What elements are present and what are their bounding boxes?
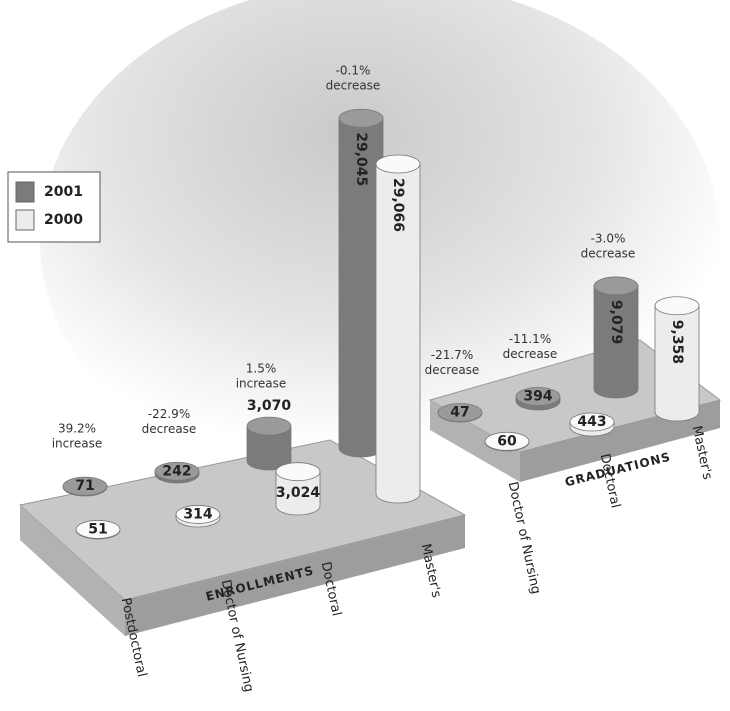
value-label: 443 [577, 414, 606, 430]
cylinder-top [276, 463, 320, 481]
cylinder-top [655, 297, 699, 315]
value-label: 60 [497, 433, 517, 449]
legend-swatch [16, 182, 34, 202]
category-label: Doctor of Nursing [505, 480, 543, 595]
change-percent: 1.5% [246, 362, 277, 376]
cylinder-top [594, 277, 638, 295]
change-direction: decrease [503, 347, 558, 361]
change-percent: -0.1% [336, 64, 371, 78]
cylinder-top [376, 155, 420, 173]
change-direction: decrease [425, 363, 480, 377]
value-label: 51 [88, 521, 107, 537]
change-direction: increase [236, 377, 287, 391]
cylinder-top [247, 417, 291, 435]
value-label: 3,070 [247, 398, 292, 414]
legend-swatch [16, 210, 34, 230]
change-percent: -11.1% [509, 332, 551, 346]
change-direction: decrease [142, 422, 197, 436]
value-label: 29,045 [353, 132, 369, 186]
legend-label: 2001 [44, 184, 83, 200]
change-percent: -21.7% [431, 348, 473, 362]
change-percent: -22.9% [148, 407, 190, 421]
change-direction: decrease [581, 246, 636, 260]
value-label: 29,066 [390, 178, 406, 232]
value-label: 9,358 [669, 320, 685, 364]
chart: ENROLLMENTS GRADUATIONS 20012000712423,0… [0, 0, 730, 711]
value-label: 314 [183, 506, 212, 522]
value-label: 47 [450, 404, 469, 420]
value-label: 3,024 [276, 485, 321, 501]
legend-label: 2000 [44, 212, 83, 228]
change-direction: decrease [326, 79, 381, 93]
value-label: 9,079 [608, 300, 624, 344]
change-direction: increase [52, 437, 103, 451]
value-label: 71 [75, 478, 94, 494]
change-percent: 39.2% [58, 422, 96, 436]
change-percent: -3.0% [591, 231, 626, 245]
category-label: Master's [689, 424, 715, 481]
value-label: 242 [162, 463, 191, 479]
value-label: 394 [523, 389, 552, 405]
cylinder-top [339, 109, 383, 127]
